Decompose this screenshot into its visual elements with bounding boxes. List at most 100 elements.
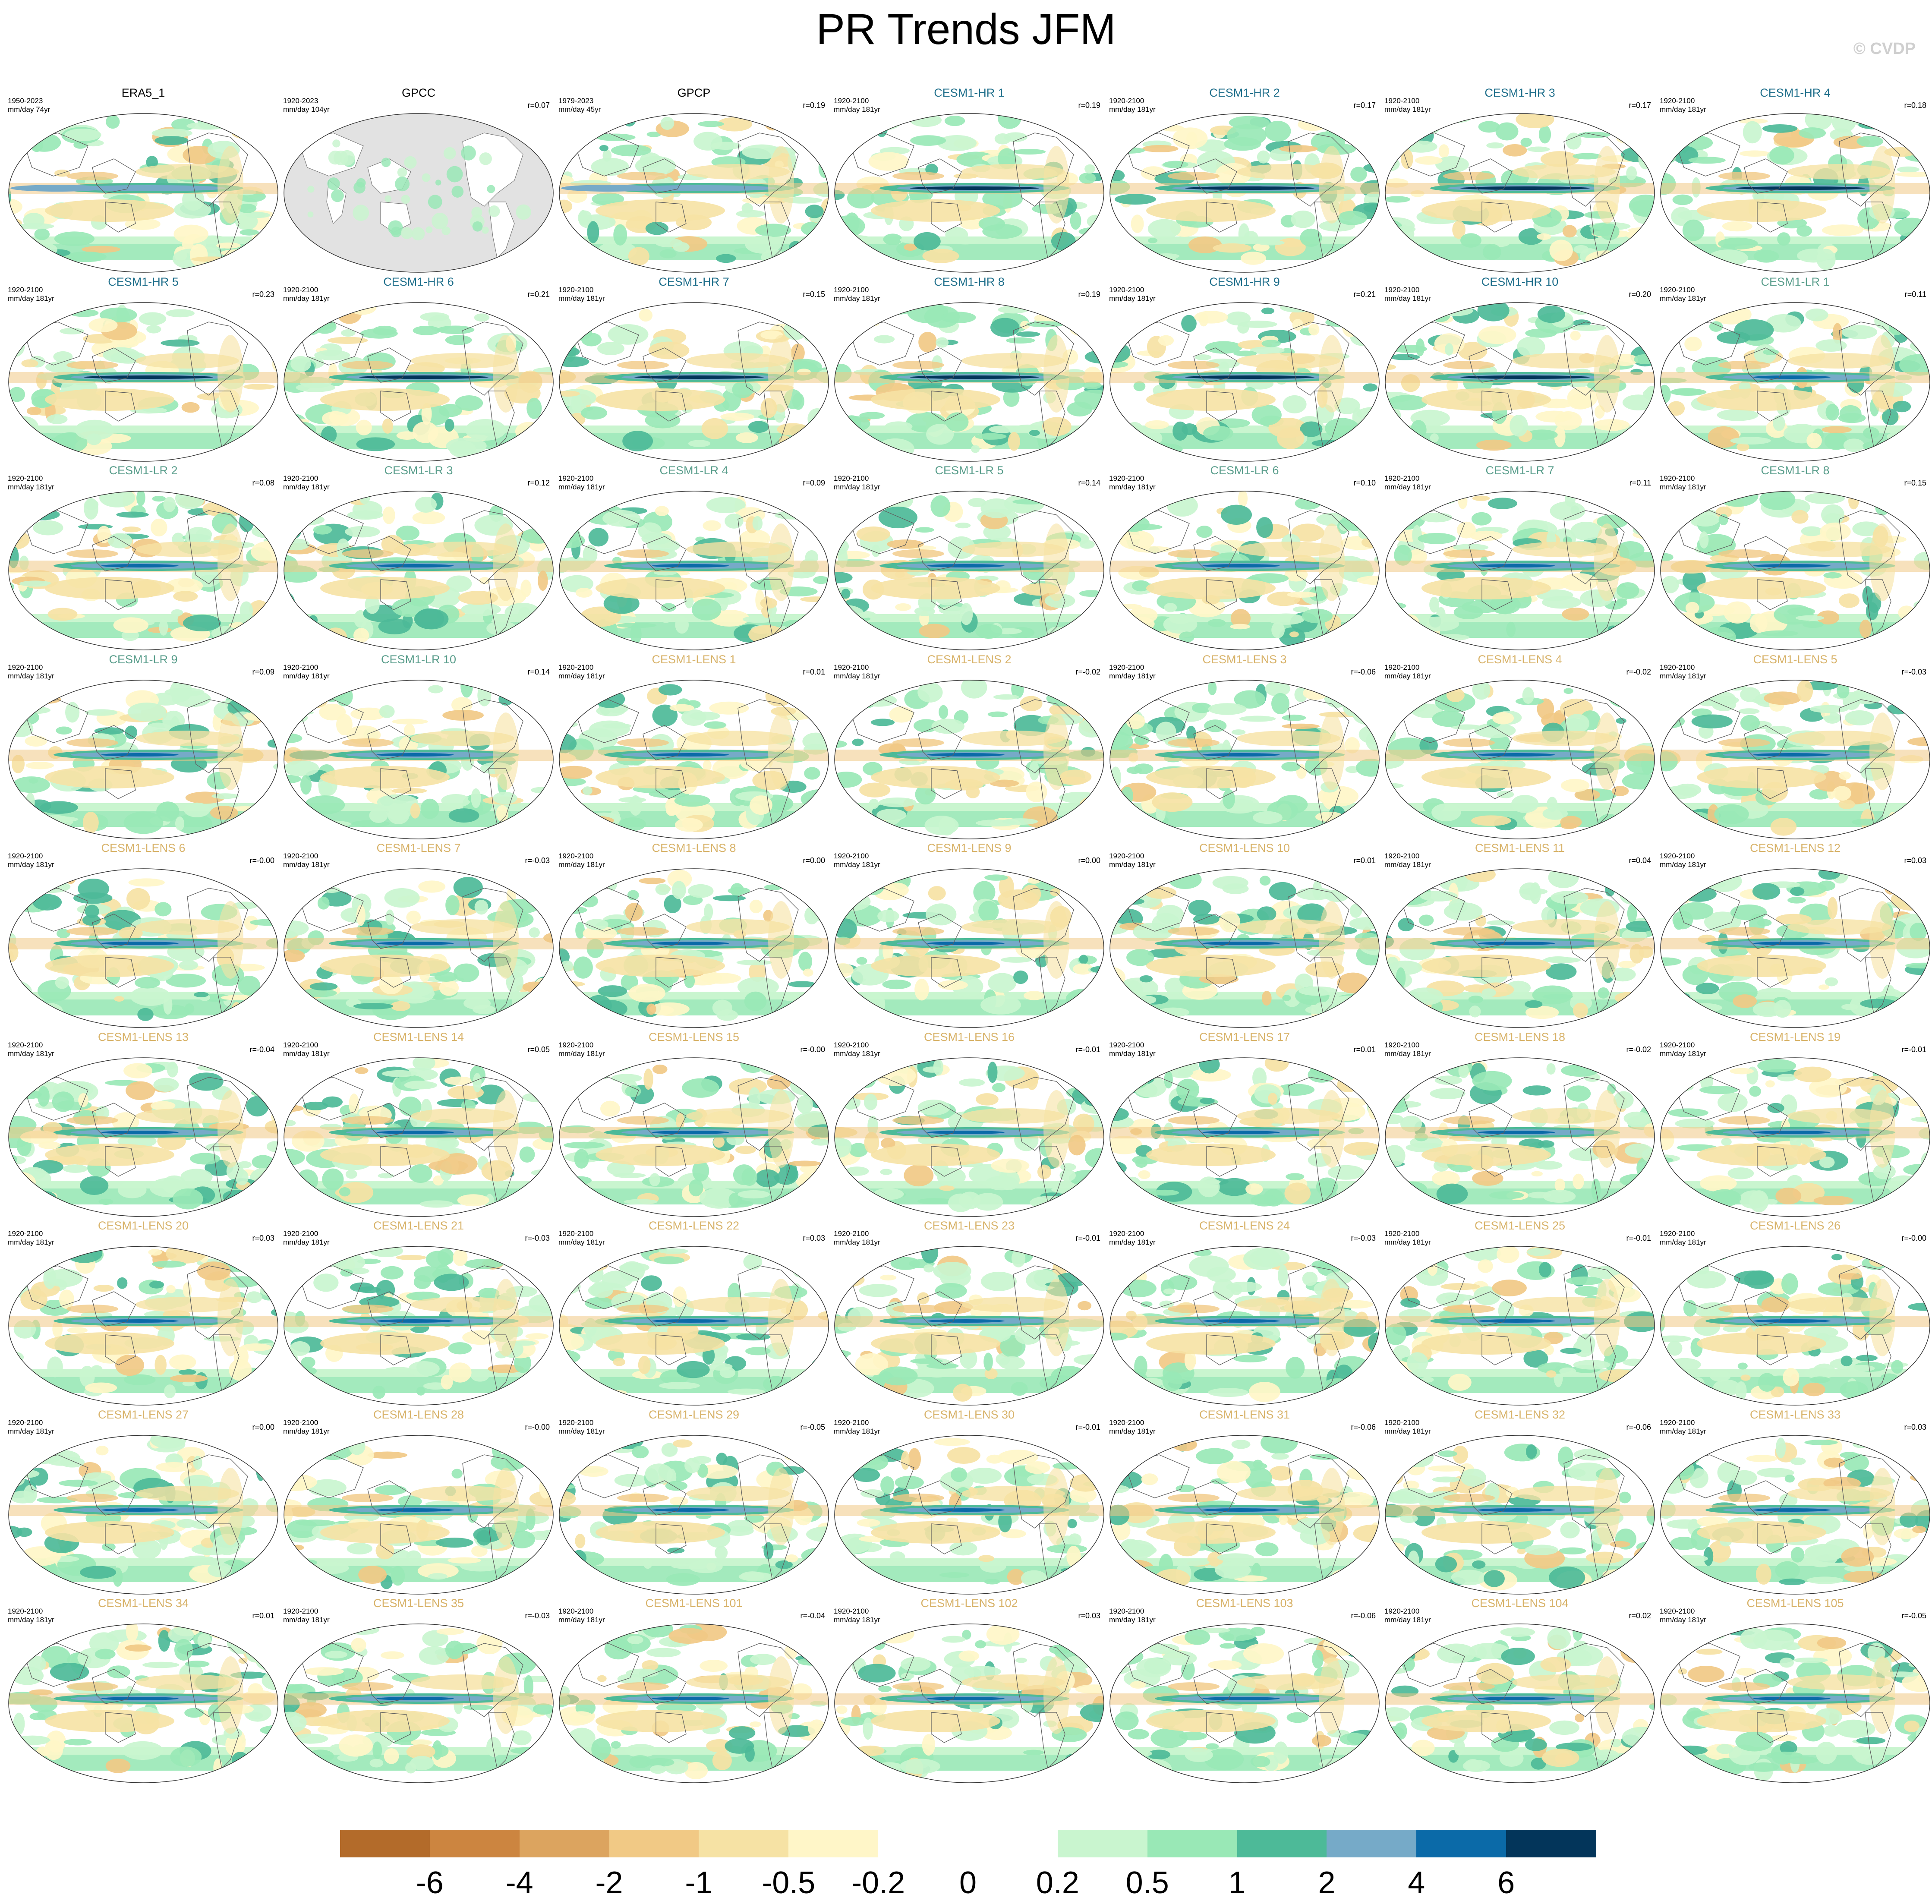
panel-period: 1920-2100 mm/day 181yr bbox=[1109, 1607, 1156, 1624]
period-text: 1920-2100 bbox=[834, 663, 869, 671]
panel-title: CESM1-LENS 104 bbox=[1471, 1597, 1569, 1610]
trend-map bbox=[1660, 1623, 1930, 1783]
units-text: mm/day 181yr bbox=[1109, 1616, 1156, 1624]
map-panel: CESM1-LENS 31 1920-2100 mm/day 181yr r=-0.0… bbox=[1107, 1408, 1382, 1596]
trend-map bbox=[1109, 1057, 1380, 1217]
trend-map bbox=[834, 868, 1104, 1028]
panel-period: 1920-2100 mm/day 181yr bbox=[283, 1229, 330, 1247]
panel-period: 1920-2100 mm/day 181yr bbox=[834, 1607, 880, 1624]
period-text: 1920-2100 bbox=[1109, 852, 1144, 860]
trend-map bbox=[1660, 868, 1930, 1028]
units-text: mm/day 181yr bbox=[558, 671, 605, 680]
map-panel: CESM1-LENS 13 1920-2100 mm/day 181yr r=-0.0… bbox=[6, 1031, 281, 1219]
pattern-correlation: r=0.08 bbox=[252, 479, 274, 487]
pattern-correlation: r=0.23 bbox=[252, 290, 274, 299]
pattern-correlation: r=0.21 bbox=[1353, 290, 1376, 299]
pattern-correlation: r=-0.00 bbox=[800, 1045, 825, 1054]
trend-map bbox=[1385, 1434, 1655, 1595]
trend-map bbox=[834, 1246, 1104, 1406]
panel-title: CESM1-LENS 5 bbox=[1753, 653, 1837, 666]
pattern-correlation: r=-0.00 bbox=[249, 856, 274, 865]
panel-period: 1920-2100 mm/day 181yr bbox=[1660, 286, 1706, 303]
trend-map bbox=[1385, 113, 1655, 273]
trend-map bbox=[559, 868, 829, 1028]
pattern-correlation: r=-0.06 bbox=[1351, 667, 1376, 676]
panel-title: CESM1-LENS 17 bbox=[1199, 1030, 1290, 1043]
colorbar-labels: -6 -4 -2 -1 -0.5 -0.2 0 0.2 0.5 1 2 4 6 bbox=[0, 1863, 1932, 1902]
period-text: 1920-2100 bbox=[1109, 1607, 1144, 1615]
trend-map bbox=[1109, 679, 1380, 839]
map-panel: CESM1-LENS 8 1920-2100 mm/day 181yr r=0.00 bbox=[557, 842, 831, 1030]
panel-period: 1920-2100 mm/day 181yr bbox=[8, 1041, 54, 1058]
panel-title: CESM1-LENS 12 bbox=[1749, 842, 1841, 854]
units-text: mm/day 181yr bbox=[1660, 1049, 1706, 1058]
map-panel: CESM1-LENS 34 1920-2100 mm/day 181yr r=0.01 bbox=[6, 1597, 281, 1785]
map-panel: CESM1-LR 9 1920-2100 mm/day 181yr r=0.09 bbox=[6, 653, 281, 841]
pattern-correlation: r=0.12 bbox=[527, 479, 550, 487]
map-panel: CESM1-HR 3 1920-2100 mm/day 181yr r=0.17 bbox=[1383, 86, 1657, 274]
panel-period: 1920-2100 mm/day 181yr bbox=[834, 286, 880, 303]
pattern-correlation: r=0.02 bbox=[1629, 1611, 1651, 1620]
period-text: 1920-2100 bbox=[1384, 1418, 1420, 1427]
map-panel: CESM1-LR 3 1920-2100 mm/day 181yr r=0.12 bbox=[281, 464, 556, 652]
panel-title: CESM1-LENS 27 bbox=[98, 1408, 189, 1421]
panel-period: 1920-2100 mm/day 181yr bbox=[558, 1419, 605, 1436]
units-text: mm/day 181yr bbox=[1109, 1427, 1156, 1435]
trend-map bbox=[559, 679, 829, 839]
panel-period: 1920-2100 mm/day 181yr bbox=[283, 286, 330, 303]
map-panel: CESM1-LENS 103 1920-2100 mm/day 181yr r=-0.… bbox=[1107, 1597, 1382, 1785]
trend-map bbox=[284, 1434, 554, 1595]
map-panel: ERA5_1 1950-2023 mm/day 74yr bbox=[6, 86, 281, 274]
panel-title: CESM1-HR 9 bbox=[1209, 275, 1280, 288]
pattern-correlation: r=0.01 bbox=[252, 1611, 274, 1620]
period-text: 1920-2100 bbox=[1660, 1229, 1695, 1238]
period-text: 1920-2100 bbox=[1109, 285, 1144, 294]
panel-period: 1920-2100 mm/day 181yr bbox=[1384, 1229, 1431, 1247]
trend-map bbox=[1109, 868, 1380, 1028]
trend-map bbox=[284, 1623, 554, 1783]
trend-map bbox=[8, 868, 278, 1028]
trend-map bbox=[834, 491, 1104, 650]
trend-map bbox=[1385, 491, 1655, 650]
units-text: mm/day 104yr bbox=[283, 105, 330, 113]
trend-map bbox=[559, 113, 829, 273]
panel-period: 1920-2100 mm/day 181yr bbox=[1660, 474, 1706, 492]
units-text: mm/day 181yr bbox=[834, 1238, 880, 1246]
period-text: 1979-2023 bbox=[558, 97, 594, 105]
pattern-correlation: r=-0.06 bbox=[1351, 1611, 1376, 1620]
pattern-correlation: r=0.10 bbox=[1353, 479, 1376, 487]
period-text: 1920-2100 bbox=[1660, 852, 1695, 860]
units-text: mm/day 181yr bbox=[558, 1616, 605, 1624]
units-text: mm/day 181yr bbox=[1660, 1616, 1706, 1624]
pattern-correlation: r=0.00 bbox=[252, 1422, 274, 1431]
panel-title: CESM1-LENS 4 bbox=[1478, 653, 1562, 666]
colorbar-swatch bbox=[878, 1830, 968, 1857]
units-text: mm/day 181yr bbox=[1109, 671, 1156, 680]
panel-period: 1920-2100 mm/day 181yr bbox=[1384, 474, 1431, 492]
panel-period: 1920-2100 mm/day 181yr bbox=[558, 1607, 605, 1624]
map-panel: CESM1-LENS 16 1920-2100 mm/day 181yr r=-0.0… bbox=[832, 1031, 1106, 1219]
panel-title: CESM1-LENS 24 bbox=[1199, 1219, 1290, 1232]
pattern-correlation: r=0.19 bbox=[803, 101, 825, 110]
units-text: mm/day 181yr bbox=[1660, 861, 1706, 869]
panel-title: CESM1-LENS 22 bbox=[648, 1219, 740, 1232]
trend-map bbox=[559, 1434, 829, 1595]
map-panel: CESM1-LENS 20 1920-2100 mm/day 181yr r=0.03 bbox=[6, 1219, 281, 1407]
period-text: 1920-2100 bbox=[283, 285, 318, 294]
units-text: mm/day 181yr bbox=[8, 294, 54, 303]
units-text: mm/day 181yr bbox=[834, 861, 880, 869]
trend-map bbox=[8, 113, 278, 273]
panel-period: 1920-2100 mm/day 181yr bbox=[834, 663, 880, 681]
panel-title: CESM1-LENS 15 bbox=[648, 1030, 740, 1043]
period-text: 1920-2100 bbox=[283, 852, 318, 860]
panel-period: 1920-2100 mm/day 181yr bbox=[834, 1041, 880, 1058]
period-text: 1920-2100 bbox=[283, 1607, 318, 1615]
units-text: mm/day 181yr bbox=[1660, 105, 1706, 113]
panel-title: CESM1-LENS 30 bbox=[923, 1408, 1015, 1421]
panel-title: CESM1-LENS 19 bbox=[1749, 1030, 1841, 1043]
map-panel: CESM1-LENS 3 1920-2100 mm/day 181yr r=-0.06 bbox=[1107, 653, 1382, 841]
trend-map bbox=[1660, 491, 1930, 650]
pattern-correlation: r=0.20 bbox=[1629, 290, 1651, 299]
map-panel: CESM1-LENS 1 1920-2100 mm/day 181yr r=0.01 bbox=[557, 653, 831, 841]
panel-title: CESM1-LENS 7 bbox=[376, 842, 461, 854]
